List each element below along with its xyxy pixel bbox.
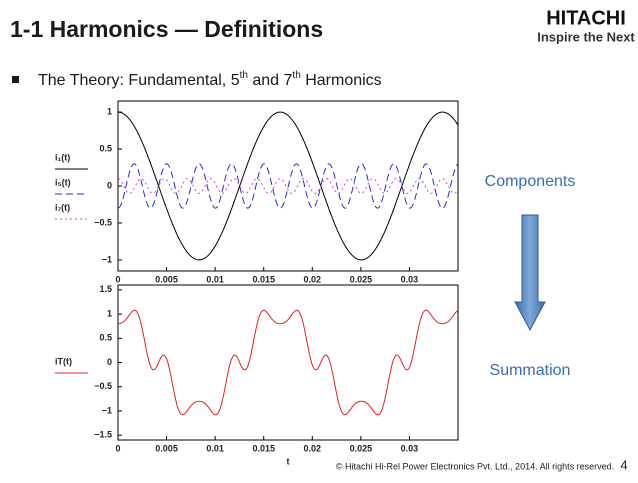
sup: th — [292, 70, 300, 81]
x-tick-label: 0.03 — [401, 274, 419, 284]
x-tick-label: 0.005 — [155, 274, 178, 284]
legend-label: i₁(t) — [55, 152, 70, 162]
x-tick-label: 0.015 — [252, 274, 275, 284]
y-tick-label: 0.5 — [99, 333, 112, 343]
x-tick-label: 0.02 — [304, 274, 322, 284]
x-tick-label: 0.03 — [401, 443, 419, 453]
x-tick-label: 0.01 — [206, 443, 224, 453]
x-tick-label: 0 — [115, 443, 120, 453]
sup: th — [240, 70, 248, 81]
x-tick-label: 0.01 — [206, 274, 224, 284]
y-tick-label: 1 — [107, 308, 112, 318]
y-tick-label: −1 — [102, 405, 112, 415]
text: The Theory: Fundamental, 5 — [38, 72, 240, 89]
x-tick-label: 0 — [115, 274, 120, 284]
page-number: 4 — [620, 457, 627, 472]
y-tick-label: −0.5 — [94, 381, 112, 391]
line-series — [118, 111, 458, 261]
plots: 0 0.005 0.01 0.015 0.02 0.025 0.03 1 0.5 0 −0.5 −1 i… — [55, 100, 459, 466]
bullet-mark — [12, 76, 19, 83]
side-label: Summation — [490, 362, 571, 379]
text: and 7 — [248, 72, 293, 89]
legend-label: iT(t) — [55, 356, 72, 366]
legend-label: i₇(t) — [55, 202, 70, 212]
side-label: Components — [485, 173, 576, 190]
line-series — [118, 178, 458, 194]
y-tick-label: 0 — [107, 180, 112, 190]
y-tick-label: 1 — [107, 106, 112, 116]
y-tick-label: 0 — [107, 357, 112, 367]
bullet-text: The Theory: Fundamental, 5th and 7th Har… — [38, 70, 382, 90]
x-tick-label: 0.025 — [350, 443, 373, 453]
legend-label: i₅(t) — [55, 177, 71, 187]
arrow — [514, 214, 546, 332]
copyright: © Hitachi Hi-Rel Power Electronics Pvt. … — [336, 461, 614, 471]
x-tick-label: 0.025 — [350, 274, 373, 284]
logo: HITACHI — [546, 7, 626, 29]
line-series — [118, 163, 458, 209]
y-tick-label: −1.5 — [94, 430, 112, 440]
x-tick-label: 0.005 — [155, 443, 178, 453]
slide-title: 1-1 Harmonics — Definitions — [10, 16, 323, 42]
y-tick-label: 1.5 — [99, 284, 112, 294]
x-tick-label: 0.02 — [304, 443, 322, 453]
y-tick-label: −0.5 — [94, 217, 112, 227]
x-tick-label: 0.015 — [252, 443, 275, 453]
sum-series — [118, 309, 458, 416]
text: Harmonics — [301, 72, 382, 89]
y-tick-label: 0.5 — [99, 143, 112, 153]
x-axis-label: t — [287, 456, 290, 466]
tagline: Inspire the Next — [537, 29, 635, 44]
y-tick-label: −1 — [102, 254, 112, 264]
plot-frame — [117, 284, 459, 441]
